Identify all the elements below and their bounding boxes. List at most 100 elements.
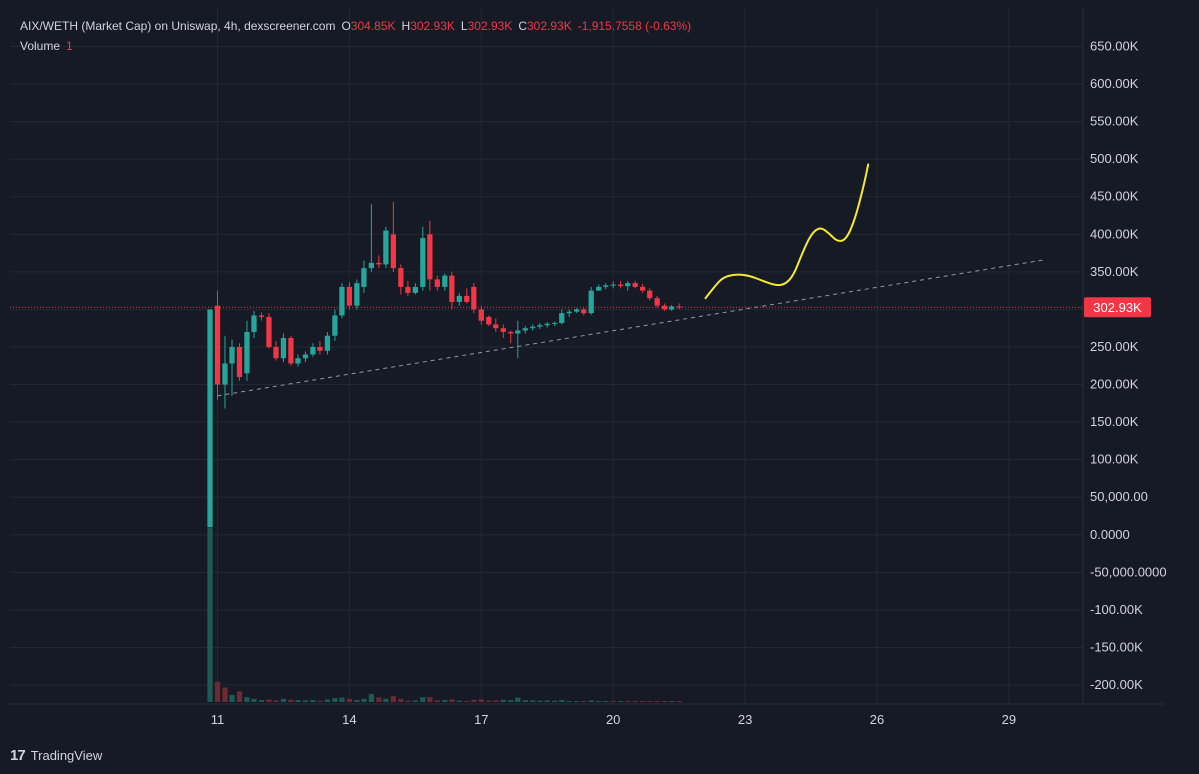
candle [559,309,565,325]
change-value: -1,915.7558 (-0.63%) [577,19,692,33]
y-tick-label: 0.0000 [1090,527,1130,542]
y-tick-label: -200.00K [1090,677,1143,692]
y-tick-label: 500.00K [1090,151,1139,166]
candle-body [354,283,360,306]
candle-body [669,306,675,310]
volume-bar [574,701,580,702]
volume-bar [596,701,602,702]
candle-body [376,262,382,265]
candle-body [398,268,404,287]
candle [464,288,470,304]
candle [288,335,294,366]
candle-body [412,286,418,293]
candle [442,273,448,291]
candle-body [581,309,587,314]
open-label: O [341,19,351,33]
candle-body [603,285,609,287]
candle [456,292,462,306]
candle-body [610,284,616,286]
volume-bar [662,701,668,702]
candle [214,290,221,400]
candle [361,260,367,293]
candle [625,280,631,291]
volume-bar [222,687,228,702]
candle [544,322,550,328]
volume-bar [361,698,367,702]
close-value: 302.93K [526,19,572,33]
tradingview-brand[interactable]: TradingView [30,748,103,763]
candle [251,310,257,338]
candle-body [486,316,492,325]
candle-body [522,328,528,331]
volume-bar [559,700,565,702]
volume-bar [640,701,646,702]
volume-bar [244,697,250,702]
candle-body [464,295,470,302]
y-tick-label: 150.00K [1090,414,1139,429]
candle [390,202,397,272]
candle-body [214,305,221,385]
candle-body [339,286,345,316]
volume-bar [434,700,440,702]
volume-bar [405,700,411,702]
x-tick-label: 17 [474,712,488,727]
candle-body [449,275,455,302]
tradingview-logo-icon[interactable]: 17 [10,747,26,764]
candle [530,324,536,331]
x-tick-label: 26 [870,712,884,727]
candle-body [361,268,367,287]
candle-body [632,283,638,287]
candle-body [478,309,484,321]
volume-bar [302,700,309,702]
candle-body [508,331,514,334]
candle-body [207,309,213,528]
candle [486,315,492,326]
candle-body [530,326,536,329]
trendline [217,259,1045,397]
candle [222,335,228,409]
candle-body [302,354,309,359]
candle [588,286,594,315]
candle [522,325,528,334]
candle [332,309,338,341]
candle [647,288,653,301]
candle [632,280,638,289]
high-label: H [401,19,411,33]
y-tick-label: 450.00K [1090,189,1139,204]
x-tick-label: 20 [606,712,620,727]
candle-body [471,286,477,310]
y-tick-label: -50,000.0000 [1090,564,1167,579]
candle-body [588,290,594,314]
candle [354,279,360,310]
volume-bar [588,700,594,702]
candle-body [332,315,338,336]
volume-bar [654,701,660,702]
volume-bar [310,700,316,702]
candle [449,271,455,310]
volume-bar [449,699,455,702]
volume-bar [354,700,360,702]
volume-bar [478,699,484,702]
volume-bar [295,700,301,702]
candle-body [229,346,235,364]
candle [273,340,279,361]
candle [302,351,309,363]
low-value: 302.93K [467,19,513,33]
y-tick-label: 50,000.00 [1090,489,1148,504]
candle [280,333,287,363]
chart-header: AIX/WETH (Market Cap) on Uniswap, 4h, de… [20,19,691,33]
candle [295,354,301,367]
candle [346,282,353,310]
candle-body [222,363,228,385]
volume-bar [618,701,624,702]
candle-body [654,298,660,306]
candle [596,284,602,291]
candle [493,318,499,332]
candle-body [566,311,572,314]
y-tick-label: 600.00K [1090,76,1139,91]
volume-bars [207,528,682,702]
candle [676,303,682,310]
candle [471,283,477,314]
